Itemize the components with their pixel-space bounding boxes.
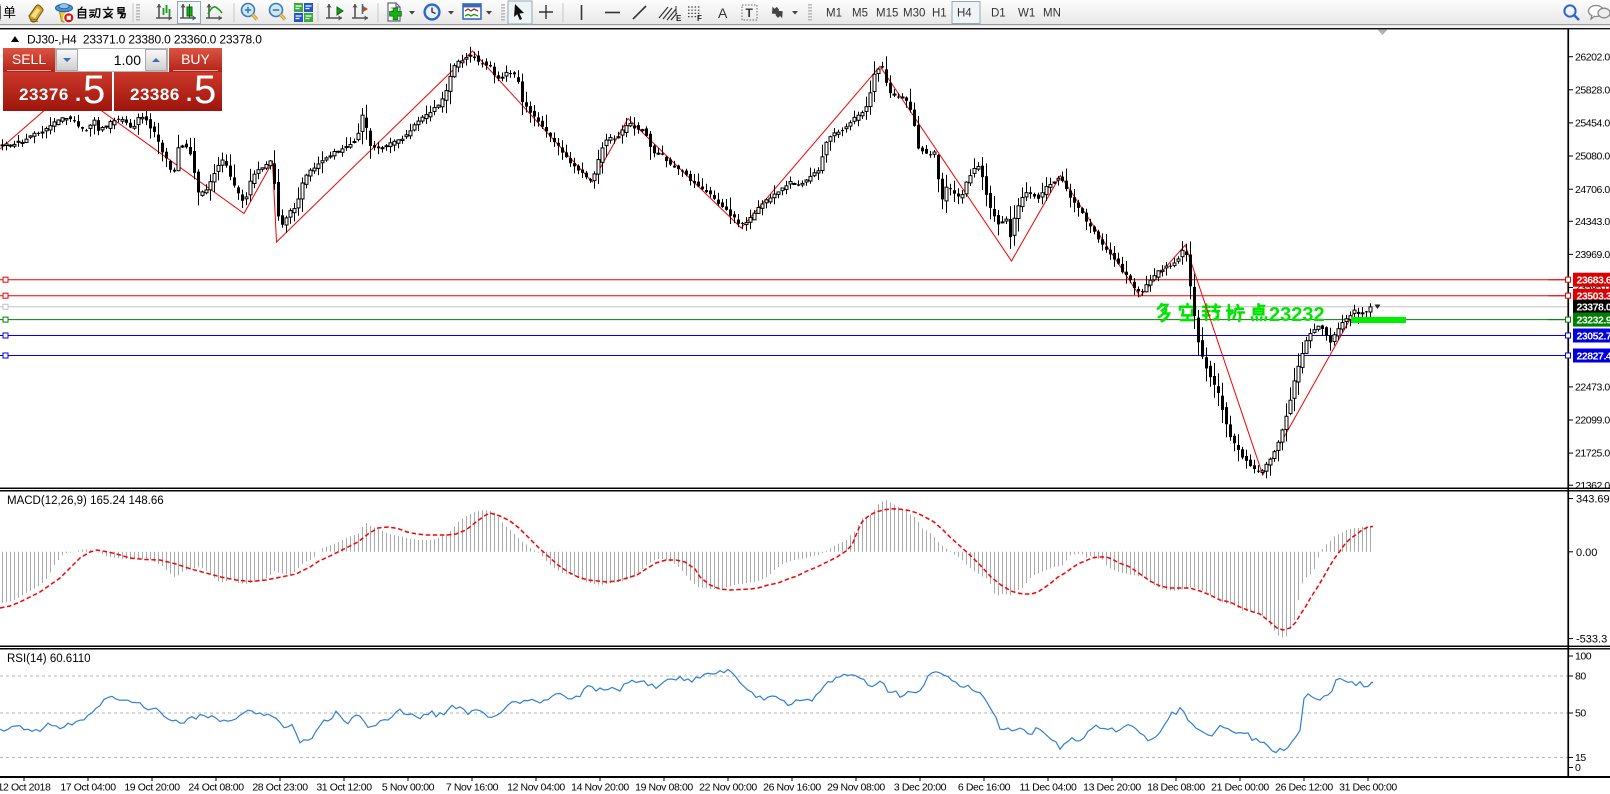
svg-text:24343.0: 24343.0 [1575,216,1610,228]
svg-text:RSI(14) 60.6110: RSI(14) 60.6110 [7,653,91,665]
svg-text:15: 15 [1575,752,1586,764]
svg-text:23052.7: 23052.7 [1577,330,1610,342]
svg-text:18 Dec 08:00: 18 Dec 08:00 [1147,782,1205,794]
svg-text:23232: 23232 [1269,304,1325,326]
svg-text:M30: M30 [903,8,925,20]
svg-text:23683.6: 23683.6 [1577,275,1610,287]
svg-text:MACD(12,26,9) 165.24 148.66: MACD(12,26,9) 165.24 148.66 [7,495,164,507]
svg-text:26202.0: 26202.0 [1575,51,1610,63]
svg-text:21362.0: 21362.0 [1575,480,1610,492]
svg-text:22099.0: 22099.0 [1575,415,1610,427]
svg-text:W1: W1 [1018,8,1035,20]
svg-text:22 Nov 00:00: 22 Nov 00:00 [699,782,757,794]
svg-text:D1: D1 [991,8,1006,20]
svg-text:17 Oct 04:00: 17 Oct 04:00 [60,782,116,794]
svg-text:13 Dec 20:00: 13 Dec 20:00 [1083,782,1141,794]
svg-text:23378.0: 23378.0 [1577,302,1610,314]
svg-text:23503.3: 23503.3 [1577,291,1610,303]
svg-text:28 Oct 23:00: 28 Oct 23:00 [252,782,308,794]
svg-text:26 Dec 12:00: 26 Dec 12:00 [1275,782,1333,794]
svg-text:14 Nov 20:00: 14 Nov 20:00 [571,782,629,794]
svg-text:12 Nov 04:00: 12 Nov 04:00 [507,782,565,794]
svg-text:M15: M15 [876,8,898,20]
svg-text:25080.0: 25080.0 [1575,151,1610,163]
svg-text:3 Dec 20:00: 3 Dec 20:00 [894,782,947,794]
svg-text:6 Dec 16:00: 6 Dec 16:00 [958,782,1011,794]
svg-text:31 Oct 12:00: 31 Oct 12:00 [316,782,372,794]
svg-text:5 Nov 00:00: 5 Nov 00:00 [382,782,435,794]
svg-text:23969.0: 23969.0 [1575,249,1610,261]
svg-text:T: T [746,6,754,20]
svg-text:11 Dec 04:00: 11 Dec 04:00 [1020,782,1077,794]
svg-text:29 Nov 08:00: 29 Nov 08:00 [827,782,885,794]
svg-text:H1: H1 [932,8,947,20]
svg-text:E: E [676,14,682,23]
svg-text:50: 50 [1575,708,1586,720]
svg-text:21725.0: 21725.0 [1575,448,1610,460]
svg-text:DJ30-,H4 23371.0 23380.0 2336: DJ30-,H4 23371.0 23380.0 23360.0 23378.0 [27,33,262,47]
svg-text:M1: M1 [826,8,842,20]
svg-text:M5: M5 [852,8,868,20]
svg-text:F: F [697,14,702,23]
svg-text:22473.0: 22473.0 [1575,382,1610,394]
svg-text:MN: MN [1043,8,1061,20]
svg-text:343.69: 343.69 [1576,494,1610,506]
svg-text:22827.4: 22827.4 [1577,350,1610,362]
svg-text:24706.0: 24706.0 [1575,184,1610,196]
svg-text:12 Oct 2018: 12 Oct 2018 [0,782,51,794]
svg-text:7 Nov 16:00: 7 Nov 16:00 [446,782,499,794]
svg-text:80: 80 [1575,671,1586,683]
svg-text:A: A [718,5,728,21]
svg-text:-533.3: -533.3 [1576,634,1607,646]
svg-text:31 Dec 00:00: 31 Dec 00:00 [1339,782,1397,794]
svg-text:H4: H4 [957,8,972,20]
svg-text:19 Nov 08:00: 19 Nov 08:00 [635,782,693,794]
svg-text:100: 100 [1575,651,1592,663]
svg-text:19 Oct 20:00: 19 Oct 20:00 [124,782,180,794]
svg-text:0.00: 0.00 [1576,547,1597,559]
svg-text:21 Dec 00:00: 21 Dec 00:00 [1211,782,1269,794]
svg-text:0: 0 [1575,762,1581,774]
svg-text:23232.9: 23232.9 [1577,314,1610,326]
svg-text:25828.0: 25828.0 [1575,84,1610,96]
svg-text:24 Oct 08:00: 24 Oct 08:00 [188,782,244,794]
svg-text:26 Nov 16:00: 26 Nov 16:00 [763,782,821,794]
svg-text:25454.0: 25454.0 [1575,118,1610,130]
svg-text:单: 单 [3,5,16,20]
